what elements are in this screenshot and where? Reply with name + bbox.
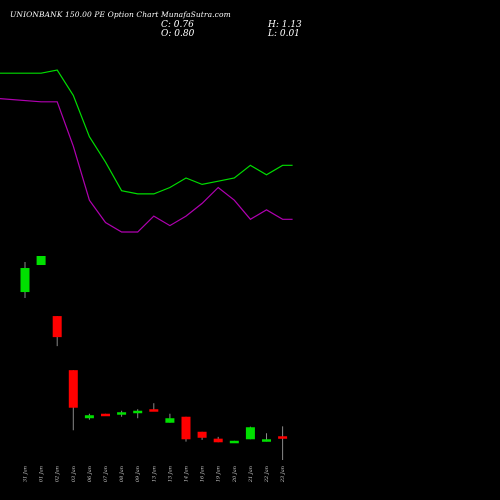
candle-5 [101, 413, 110, 417]
candle-1 [36, 256, 46, 266]
candle-14 [245, 426, 255, 440]
high-value: H: 1.13 [268, 20, 302, 30]
candle-13 [229, 440, 239, 444]
candle-15 [262, 433, 271, 442]
candle-body [165, 418, 175, 423]
x-tick-label: 07 Jan [103, 466, 109, 482]
candle-10 [181, 416, 191, 442]
x-tick-label: 14 Jan [184, 466, 190, 482]
candle-4 [84, 413, 94, 420]
candle-body [149, 409, 159, 412]
candle-body [229, 440, 239, 444]
candle-12 [213, 436, 223, 443]
candle-9 [165, 413, 175, 423]
candle-7 [133, 409, 143, 419]
candle-body [262, 439, 271, 442]
candle-body [84, 415, 94, 419]
candle-11 [197, 431, 207, 440]
candle-body [68, 370, 78, 408]
low-value: L: 0.01 [268, 29, 300, 39]
x-tick-label: 02 Jan [55, 466, 61, 482]
candle-body [181, 416, 191, 440]
candle-body [117, 412, 127, 415]
x-tick-label: 03 Jan [71, 466, 77, 482]
candle-6 [117, 410, 127, 417]
x-tick-label: 31 Jan [23, 466, 29, 482]
x-tick-label: 08 Jan [119, 466, 125, 482]
x-tick-label: 19 Jan [216, 466, 222, 482]
x-tick-label: 21 Jan [248, 466, 254, 483]
candle-body [20, 268, 30, 293]
close-value: C: 0.76 [161, 20, 194, 30]
candle-body [245, 427, 255, 440]
x-tick-label: 13 Jan [151, 466, 157, 482]
x-tick-label: 20 Jan [232, 466, 238, 483]
x-tick-label: 01 Jan [39, 466, 45, 482]
candle-3 [68, 370, 78, 431]
x-tick-label: 06 Jan [87, 466, 93, 482]
x-tick-label: 16 Jan [200, 466, 206, 482]
candle-body [133, 410, 143, 414]
x-tick-label: 23 Jan [280, 466, 286, 483]
candle-16 [278, 426, 288, 460]
chart-title: UNIONBANK 150.00 PE Option Chart MunafaS… [10, 10, 231, 19]
candle-body [278, 436, 288, 439]
open-value: O: 0.80 [161, 29, 195, 39]
candle-0 [20, 262, 30, 299]
candle-8 [149, 403, 159, 412]
candle-2 [52, 316, 62, 347]
candle-body [36, 256, 46, 266]
candle-body [197, 431, 207, 438]
x-tick-label: 22 Jan [264, 466, 270, 483]
candle-body [101, 413, 110, 417]
candle-body [213, 438, 223, 443]
x-tick-label: 13 Jan [167, 466, 173, 482]
x-tick-label: 09 Jan [135, 466, 141, 482]
magenta-indicator-line [0, 98, 293, 233]
green-indicator-line [0, 69, 293, 195]
candle-body [52, 316, 62, 338]
